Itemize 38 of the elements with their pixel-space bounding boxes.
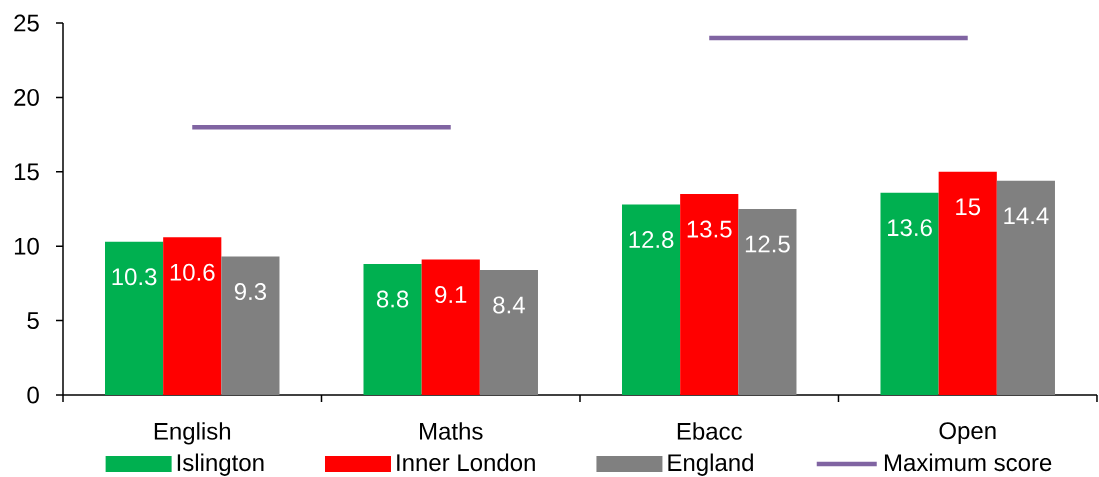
bar <box>163 237 222 395</box>
x-tick-label: Ebacc <box>677 422 742 440</box>
y-tick-label: 20 <box>14 88 39 106</box>
bar <box>680 194 739 395</box>
y-tick-label: 25 <box>14 14 39 32</box>
data-label: 10.6 <box>170 263 215 281</box>
data-label: 12.8 <box>629 231 674 249</box>
bar <box>105 241 164 395</box>
legend-label: Maximum score <box>884 453 1052 472</box>
data-label: 13.5 <box>687 220 732 238</box>
data-label: 15 <box>956 198 981 216</box>
data-label: 12.5 <box>745 235 790 253</box>
bar <box>421 259 480 395</box>
bar <box>479 270 538 395</box>
bar <box>738 209 797 395</box>
data-label: 8.8 <box>376 290 409 308</box>
legend-label: Islington <box>177 453 264 476</box>
bar <box>622 204 681 395</box>
legend-label: England <box>668 453 753 476</box>
bar <box>221 256 280 395</box>
y-tick-label: 10 <box>14 237 39 255</box>
y-tick-label: 0 <box>27 386 39 404</box>
x-tick-label: Maths <box>420 422 483 440</box>
data-label: 8.4 <box>493 296 525 314</box>
bar <box>996 180 1055 395</box>
x-tick-label: Open <box>939 422 996 444</box>
data-label: 9.1 <box>435 286 467 304</box>
data-label: 14.4 <box>1004 207 1049 224</box>
y-tick-label: 15 <box>14 163 39 181</box>
data-label: 9.3 <box>234 283 267 301</box>
bar <box>938 171 997 395</box>
y-tick-label: 5 <box>27 312 39 329</box>
x-tick-label: English <box>154 422 231 445</box>
bar <box>363 264 422 395</box>
legend-label: Inner London <box>397 453 535 472</box>
bar <box>880 192 939 395</box>
data-label: 10.3 <box>112 268 157 286</box>
data-label: 13.6 <box>888 219 932 237</box>
